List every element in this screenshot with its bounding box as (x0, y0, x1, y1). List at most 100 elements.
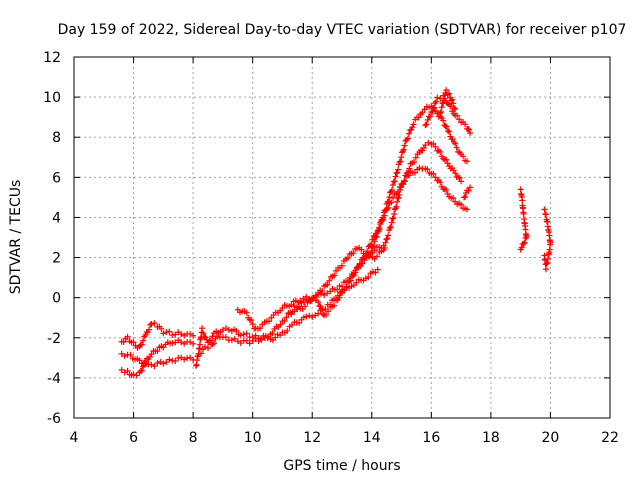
series-arc-13 (541, 206, 554, 273)
series-arc-6 (234, 242, 387, 332)
data-point (387, 224, 394, 231)
data-point (370, 242, 377, 249)
data-point (369, 243, 376, 250)
x-tick-label: 12 (303, 430, 321, 446)
data-point (210, 340, 217, 347)
data-point (392, 173, 399, 180)
y-tick-label: 12 (43, 50, 61, 66)
data-point (319, 287, 326, 294)
data-point (243, 309, 250, 316)
data-point (389, 182, 396, 189)
data-point (384, 235, 391, 242)
series-arc-11 (461, 184, 474, 201)
data-point (395, 166, 402, 173)
data-point (166, 356, 173, 363)
data-point (467, 130, 474, 137)
data-point (148, 361, 155, 368)
data-point (277, 321, 284, 328)
data-point (284, 327, 291, 334)
data-point (326, 277, 333, 284)
data-point (456, 116, 463, 123)
x-tick-label: 16 (422, 430, 440, 446)
x-tick-label: 4 (70, 430, 79, 446)
data-point (446, 128, 453, 135)
data-point (437, 110, 444, 117)
data-point (341, 287, 348, 294)
y-tick-label: -6 (47, 411, 61, 427)
data-point (334, 286, 341, 293)
data-point (393, 203, 400, 210)
data-point (429, 108, 436, 115)
data-point (541, 252, 548, 259)
data-point (318, 305, 325, 312)
data-point (396, 192, 403, 199)
data-point (181, 356, 188, 363)
y-tick-label: 8 (52, 130, 61, 146)
data-point (151, 363, 158, 370)
data-point (458, 201, 465, 208)
data-point (213, 333, 220, 340)
series-arc-7 (285, 139, 465, 318)
data-point (462, 193, 469, 200)
data-point (302, 303, 309, 310)
data-point (432, 143, 439, 150)
data-point (288, 311, 295, 318)
data-point (172, 358, 179, 365)
data-point (391, 210, 398, 217)
series-arc-5 (196, 164, 471, 357)
data-point (319, 311, 326, 318)
data-point (343, 283, 350, 290)
data-point (325, 308, 332, 315)
data-point (198, 350, 205, 357)
data-point (313, 294, 320, 301)
data-point (364, 248, 371, 255)
data-point (423, 121, 430, 128)
data-point (373, 253, 380, 260)
x-tick-label: 22 (601, 430, 619, 446)
data-point (142, 332, 149, 339)
data-point (440, 117, 447, 124)
series-arc-3 (118, 337, 197, 379)
data-point (394, 169, 401, 176)
data-point (136, 357, 143, 364)
data-point (542, 211, 549, 218)
data-point (403, 136, 410, 143)
data-point (519, 240, 526, 247)
data-point (147, 321, 154, 328)
data-point (437, 179, 444, 186)
data-point (404, 135, 411, 142)
series-arc-8 (356, 103, 471, 267)
data-point (415, 114, 422, 121)
data-point (222, 334, 229, 341)
data-point (158, 325, 165, 332)
data-point (401, 177, 408, 184)
data-point (269, 330, 276, 337)
y-tick-label: -2 (47, 331, 61, 347)
data-point (452, 170, 459, 177)
data-point (385, 198, 392, 205)
data-point (296, 319, 303, 326)
data-point (373, 233, 380, 240)
y-tick-label: 10 (43, 90, 61, 106)
data-point (465, 125, 472, 132)
data-point (411, 169, 418, 176)
data-point (249, 321, 256, 328)
data-point (148, 351, 155, 358)
x-tick-label: 14 (363, 430, 381, 446)
data-point (138, 367, 145, 374)
data-point (124, 367, 131, 374)
data-point (350, 250, 357, 257)
series-arc-2 (118, 320, 197, 351)
series-arc-12 (517, 186, 530, 253)
data-point (404, 169, 411, 176)
data-point (435, 147, 442, 154)
data-point (517, 246, 524, 253)
x-tick-label: 10 (244, 430, 262, 446)
data-point (449, 136, 456, 143)
data-point (283, 314, 290, 321)
data-point (427, 113, 434, 120)
data-point (138, 341, 145, 348)
data-point (520, 210, 527, 217)
data-point (358, 246, 365, 253)
